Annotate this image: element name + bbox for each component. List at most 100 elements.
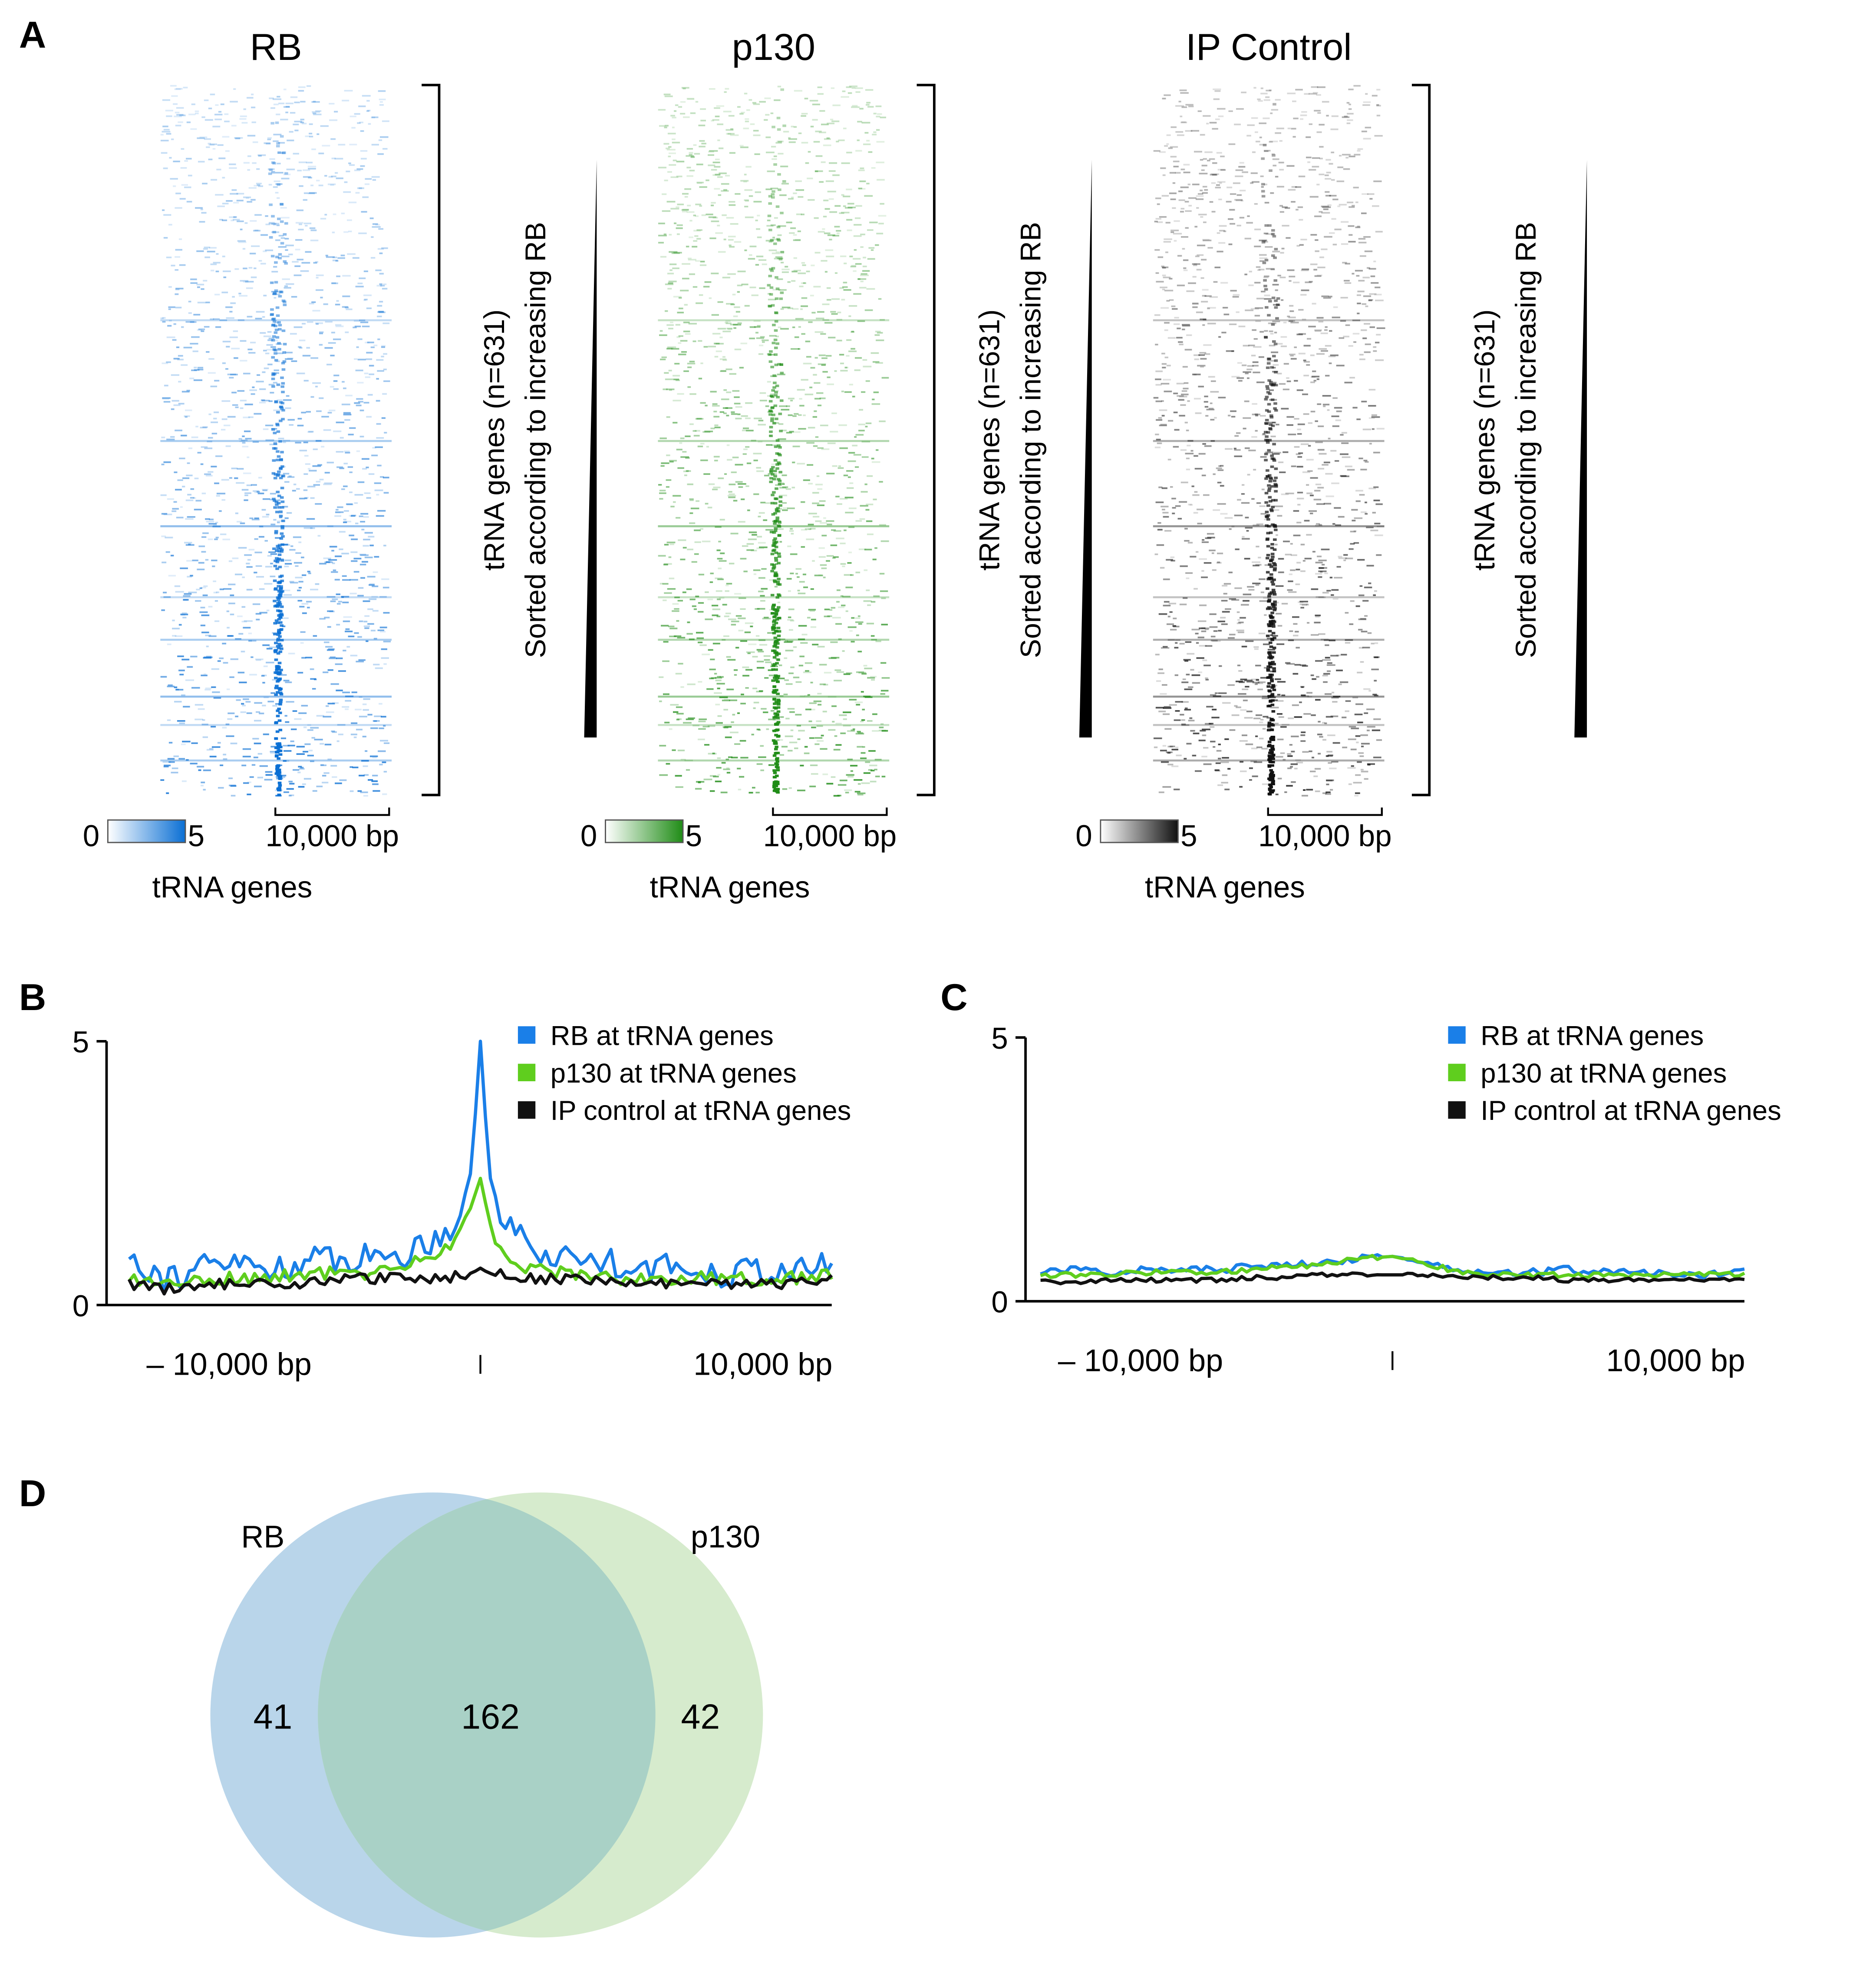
heatmap-dash	[283, 760, 287, 762]
heatmap-dash	[1234, 587, 1242, 589]
heatmap-dash	[711, 169, 717, 171]
heatmap-center-signal	[773, 776, 777, 779]
heatmap-dash	[186, 201, 192, 203]
heatmap-center-signal	[273, 431, 277, 434]
heatmap-band	[658, 596, 890, 599]
heatmap-dash	[752, 102, 757, 104]
heatmap-dash	[804, 746, 808, 748]
heatmap-dash	[183, 595, 191, 597]
heatmap-dash	[667, 132, 676, 135]
heatmap-dash	[1188, 105, 1194, 108]
heatmap-dash	[1272, 453, 1280, 455]
heatmap-dash	[315, 261, 319, 263]
heatmap-dash	[289, 549, 296, 551]
heatmap-dash	[1373, 451, 1380, 454]
heatmap-dash	[842, 286, 848, 288]
heatmap-dash	[836, 339, 842, 342]
heatmap-dash	[267, 349, 275, 351]
heatmap-dash	[216, 591, 219, 593]
heatmap-dash	[1196, 657, 1204, 659]
heatmap-center-signal	[776, 226, 781, 228]
heatmap-dash	[227, 416, 236, 418]
heatmap-dash	[1255, 735, 1258, 737]
heatmap-dash	[230, 302, 236, 304]
heatmap-dash	[1189, 717, 1193, 719]
heatmap-dash	[1160, 167, 1166, 169]
heatmap-dash	[682, 88, 686, 89]
heatmap-dash	[289, 131, 293, 133]
heatmap-dash	[251, 393, 255, 395]
heatmap-dash	[355, 708, 362, 711]
heatmap-dash	[1365, 127, 1372, 128]
heatmap-dash	[207, 250, 215, 253]
heatmap-dash	[1350, 748, 1357, 750]
heatmap-dash	[810, 528, 816, 530]
heatmap-center-signal	[274, 772, 279, 775]
heatmap-dash	[333, 213, 336, 215]
heatmap-dash	[330, 765, 337, 767]
heatmap-dash	[277, 499, 281, 501]
heatmap-dash	[319, 397, 324, 399]
heatmap-dash	[200, 208, 203, 211]
heatmap-dash	[1260, 87, 1263, 89]
heatmap-dash	[743, 448, 748, 450]
heatmap-dash	[202, 426, 208, 428]
heatmap-dash	[878, 223, 884, 224]
heatmap-dash	[249, 776, 254, 778]
heatmap-dash	[1170, 486, 1173, 488]
heatmap-dash	[211, 686, 216, 688]
heatmap-dash	[225, 445, 231, 447]
heatmap-dash	[871, 639, 877, 641]
heatmap-dash	[199, 221, 205, 223]
heatmap-center-signal	[283, 342, 287, 346]
heatmap-center-signal	[775, 630, 779, 633]
heatmap-dash	[1311, 375, 1320, 378]
heatmap-dash	[748, 258, 755, 260]
heatmap-dash	[303, 380, 309, 382]
heatmap-dash	[1200, 189, 1203, 191]
heatmap-dash	[1217, 561, 1220, 563]
heatmap-dash	[1277, 738, 1284, 741]
heatmap-dash	[1223, 583, 1231, 585]
heatmap-dash	[1192, 754, 1197, 757]
heatmap-dash	[246, 287, 253, 289]
heatmap-dash	[1286, 424, 1293, 426]
heatmap-dash	[828, 729, 836, 731]
heatmap-dash	[200, 625, 205, 626]
heatmap-dash	[1203, 401, 1208, 403]
heatmap-dash	[832, 721, 835, 723]
heatmap-dash	[1277, 625, 1283, 627]
heatmap-dash	[829, 162, 837, 164]
heatmap-dash	[1161, 506, 1169, 507]
heatmap-dash	[372, 223, 378, 225]
heatmap-center-signal	[280, 385, 284, 388]
heatmap-center-signal	[280, 220, 284, 223]
heatmap-dash	[273, 140, 279, 142]
heatmap-dash	[316, 274, 324, 276]
heatmap-dash	[359, 122, 363, 123]
heatmap-dash	[1315, 614, 1321, 616]
heatmap-dash	[270, 576, 276, 577]
heatmap-dash	[303, 489, 308, 491]
heatmap-dash	[854, 357, 862, 359]
heatmap-dash	[332, 598, 338, 600]
heatmap-dash	[308, 431, 314, 433]
heatmap-dash	[191, 742, 198, 744]
heatmap-dash	[1209, 201, 1213, 203]
heatmap-dash	[774, 217, 778, 219]
heatmap-dash	[1264, 518, 1268, 520]
heatmap-dash	[1173, 233, 1182, 235]
heatmap-dash	[1222, 774, 1228, 776]
heatmap-dash	[1170, 231, 1174, 233]
heatmap-center-signal	[279, 458, 283, 461]
heatmap-dash	[728, 239, 734, 241]
heatmap-dash	[360, 130, 364, 132]
heatmap-dash	[800, 642, 808, 644]
heatmap-dash	[1315, 420, 1318, 422]
heatmap-dash	[186, 121, 191, 123]
heatmap-dash	[1309, 169, 1316, 171]
heatmap-dash	[1181, 236, 1189, 238]
heatmap-dash	[810, 681, 813, 684]
heatmap-dash	[278, 246, 287, 248]
heatmap-dash	[1287, 589, 1293, 591]
